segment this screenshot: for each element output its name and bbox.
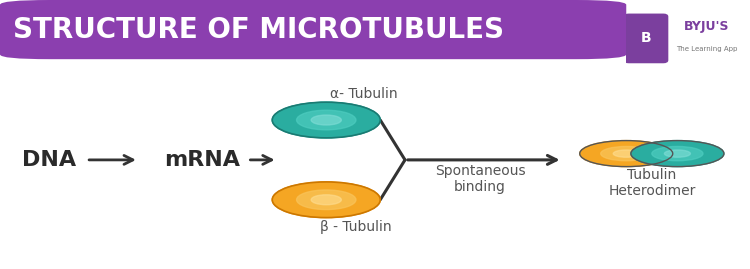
Ellipse shape <box>272 102 380 138</box>
FancyBboxPatch shape <box>624 13 668 63</box>
Text: α- Tubulin: α- Tubulin <box>330 87 398 101</box>
Circle shape <box>631 141 724 167</box>
Text: Tubulin
Heterodimer: Tubulin Heterodimer <box>608 168 695 199</box>
Circle shape <box>614 150 639 157</box>
Text: B: B <box>640 31 651 45</box>
Ellipse shape <box>272 182 380 218</box>
Ellipse shape <box>311 115 341 125</box>
Text: The Learning App: The Learning App <box>676 46 737 52</box>
Circle shape <box>652 146 703 161</box>
Ellipse shape <box>296 190 356 210</box>
Ellipse shape <box>311 195 341 205</box>
Circle shape <box>664 150 691 157</box>
Text: mRNA: mRNA <box>164 150 241 170</box>
Ellipse shape <box>296 110 356 130</box>
Text: Spontaneous
binding: Spontaneous binding <box>435 164 525 194</box>
Circle shape <box>601 146 652 161</box>
FancyBboxPatch shape <box>0 0 626 59</box>
Text: DNA: DNA <box>22 150 76 170</box>
Text: BYJU'S: BYJU'S <box>684 20 730 33</box>
Text: β - Tubulin: β - Tubulin <box>320 220 392 234</box>
Text: STRUCTURE OF MICROTUBULES: STRUCTURE OF MICROTUBULES <box>13 16 503 44</box>
Circle shape <box>580 141 673 167</box>
